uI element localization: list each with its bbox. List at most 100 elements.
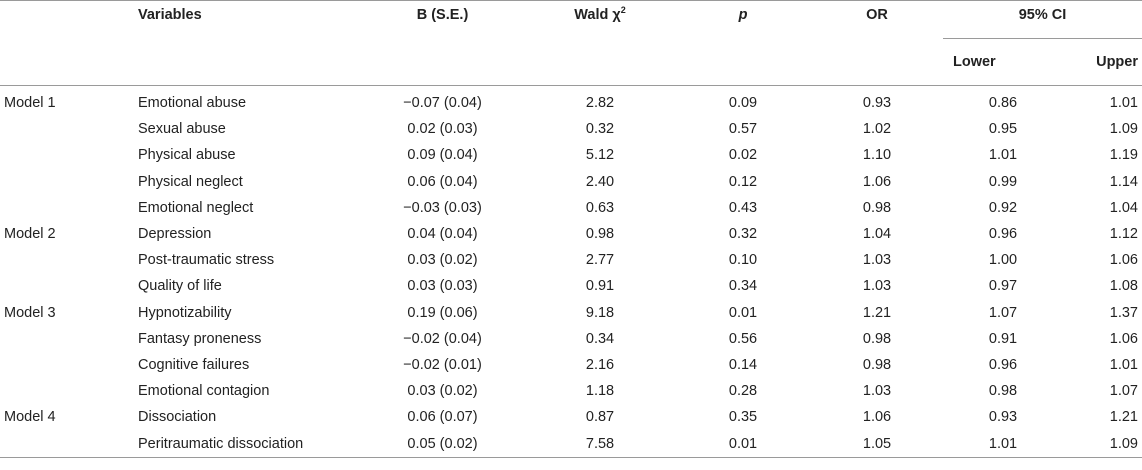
table-row: Physical abuse 0.09 (0.04) 5.12 0.02 1.10 1.0…	[0, 142, 1142, 168]
cell-p: 0.10	[728, 252, 758, 269]
cell-or: 0.98	[862, 199, 892, 216]
table-header: Variables B (S.E.) Wald χ2 p OR 95% CI L…	[0, 0, 1142, 86]
cell-p: 0.28	[728, 383, 758, 400]
cell-upper: 1.19	[1109, 147, 1138, 164]
cell-lower: 1.01	[988, 435, 1018, 452]
cell-upper: 1.12	[1109, 226, 1138, 243]
cell-model: Model 2	[4, 226, 56, 243]
cell-or: 1.05	[862, 435, 892, 452]
cell-upper: 1.08	[1109, 278, 1138, 295]
cell-model	[0, 142, 138, 168]
table-row: Model 2 Depression 0.04 (0.04) 0.98 0.32 1.04…	[0, 221, 1142, 247]
cell-lower: 0.92	[988, 199, 1018, 216]
cell-variable: Post-traumatic stress	[138, 252, 275, 269]
table-row: Model 1 Emotional abuse −0.07 (0.04) 2.82 0.…	[0, 86, 1142, 117]
cell-or: 0.93	[862, 95, 892, 112]
cell-lower: 0.97	[988, 278, 1018, 295]
cell-b-se: 0.19 (0.06)	[407, 304, 478, 321]
table-row: Peritraumatic dissociation 0.05 (0.02) 7.5…	[0, 430, 1142, 458]
cell-p: 0.57	[728, 121, 758, 138]
cell-model	[0, 273, 138, 299]
cell-variable: Physical neglect	[138, 173, 243, 190]
cell-lower: 0.91	[988, 330, 1018, 347]
cell-or: 1.02	[862, 121, 892, 138]
cell-variable: Fantasy proneness	[138, 330, 262, 347]
cell-wald: 5.12	[585, 147, 615, 164]
cell-b-se: −0.03 (0.03)	[403, 199, 482, 216]
cell-wald: 7.58	[585, 435, 615, 452]
cell-b-se: 0.05 (0.02)	[407, 435, 478, 452]
cell-b-se: 0.06 (0.07)	[407, 409, 478, 426]
cell-or: 1.10	[862, 147, 892, 164]
cell-p: 0.43	[728, 199, 758, 216]
cell-p: 0.56	[728, 330, 758, 347]
header-wald: Wald χ2	[525, 1, 675, 39]
header-wald-superscript: 2	[620, 5, 626, 16]
cell-p: 0.12	[728, 173, 758, 190]
header-spacer	[0, 39, 138, 86]
cell-b-se: −0.07 (0.04)	[403, 95, 482, 112]
table-row: Cognitive failures −0.02 (0.01) 2.16 0.14 0.…	[0, 352, 1142, 378]
cell-b-se: −0.02 (0.04)	[403, 330, 482, 347]
cell-or: 0.98	[862, 356, 892, 373]
table-row: Model 4 Dissociation 0.06 (0.07) 0.87 0.35 1.…	[0, 404, 1142, 430]
header-spacer	[811, 39, 943, 86]
cell-variable: Hypnotizability	[138, 304, 232, 321]
cell-p: 0.32	[728, 226, 758, 243]
header-wald-label: Wald χ	[574, 7, 621, 23]
cell-b-se: −0.02 (0.01)	[403, 356, 482, 373]
cell-wald: 9.18	[585, 304, 615, 321]
header-spacer	[525, 39, 675, 86]
header-lower: Lower	[953, 54, 996, 70]
cell-p: 0.09	[728, 95, 758, 112]
cell-p: 0.34	[728, 278, 758, 295]
cell-lower: 0.98	[988, 383, 1018, 400]
cell-model	[0, 195, 138, 221]
cell-upper: 1.09	[1109, 121, 1138, 138]
cell-model	[0, 326, 138, 352]
cell-wald: 2.77	[585, 252, 615, 269]
cell-wald: 0.34	[585, 330, 615, 347]
cell-or: 1.06	[862, 409, 892, 426]
cell-variable: Emotional contagion	[138, 383, 270, 400]
table-row: Physical neglect 0.06 (0.04) 2.40 0.12 1.06 0…	[0, 169, 1142, 195]
cell-upper: 1.37	[1109, 304, 1138, 321]
cell-or: 1.03	[862, 383, 892, 400]
cell-p: 0.01	[728, 304, 758, 321]
cell-upper: 1.09	[1109, 435, 1138, 452]
cell-wald: 2.16	[585, 356, 615, 373]
cell-upper: 1.06	[1109, 252, 1138, 269]
cell-upper: 1.01	[1109, 356, 1138, 373]
cell-model: Model 4	[4, 409, 56, 426]
cell-model	[0, 247, 138, 273]
cell-variable: Quality of life	[138, 278, 222, 295]
cell-or: 1.04	[862, 226, 892, 243]
cell-model	[0, 352, 138, 378]
cell-upper: 1.01	[1109, 95, 1138, 112]
cell-lower: 0.96	[988, 356, 1018, 373]
cell-upper: 1.21	[1109, 409, 1138, 426]
table-row: Sexual abuse 0.02 (0.03) 0.32 0.57 1.02 0.95 1…	[0, 116, 1142, 142]
cell-b-se: 0.03 (0.02)	[407, 252, 478, 269]
cell-variable: Peritraumatic dissociation	[138, 435, 304, 452]
cell-model	[0, 169, 138, 195]
header-spacer	[675, 39, 811, 86]
header-95-ci: 95% CI	[943, 0, 1142, 39]
cell-variable: Cognitive failures	[138, 356, 250, 373]
cell-wald: 0.32	[585, 121, 615, 138]
cell-variable: Emotional neglect	[138, 199, 254, 216]
cell-b-se: 0.03 (0.03)	[407, 278, 478, 295]
header-model	[0, 1, 138, 39]
cell-wald: 0.91	[585, 278, 615, 295]
cell-upper: 1.14	[1109, 173, 1138, 190]
cell-lower: 0.96	[988, 226, 1018, 243]
cell-wald: 1.18	[585, 383, 615, 400]
cell-p: 0.02	[728, 147, 758, 164]
cell-lower: 0.86	[988, 95, 1018, 112]
cell-wald: 2.82	[585, 95, 615, 112]
cell-b-se: 0.09 (0.04)	[407, 147, 478, 164]
header-spacer	[138, 39, 360, 86]
cell-lower: 0.93	[988, 409, 1018, 426]
cell-model: Model 1	[4, 95, 56, 112]
table-row: Model 3 Hypnotizability 0.19 (0.06) 9.18 0.0…	[0, 300, 1142, 326]
